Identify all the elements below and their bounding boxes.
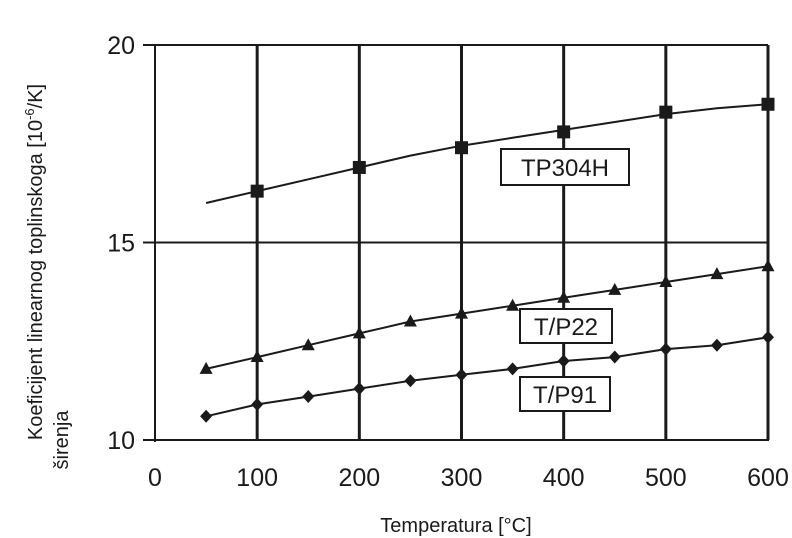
data-point-triangle [557, 290, 571, 303]
data-point-triangle [455, 306, 468, 319]
x-tick-label: 600 [747, 464, 789, 492]
series-label-text: T/P91 [533, 382, 597, 409]
data-point-diamond [710, 338, 723, 352]
y-axis-title-exponent: -6 [22, 108, 37, 120]
data-point-triangle [352, 326, 366, 339]
series-label-tp22: T/P22 [519, 308, 613, 344]
data-point-square [455, 141, 468, 155]
data-point-triangle [250, 350, 264, 363]
x-tick-label: 200 [338, 464, 380, 492]
y-tick-label: 10 [107, 427, 135, 455]
data-point-diamond [404, 374, 417, 388]
series-label-box [500, 148, 630, 186]
y-axis-title-line2: širenja [51, 410, 73, 470]
series-label-tp91: T/P91 [519, 376, 611, 412]
series-line-tp22 [205, 265, 769, 370]
data-point-diamond [200, 409, 213, 423]
data-point-diamond [302, 390, 315, 404]
series-line-tp91 [205, 336, 769, 418]
series-layer [199, 97, 775, 423]
data-point-square [659, 105, 673, 119]
tick-labels: 0 100 200 300 400 500 600 10 15 20 [107, 32, 789, 492]
y-axis-title-text: Koeficijent linearnog toplinskoga [10 [25, 120, 47, 440]
data-point-triangle [659, 275, 673, 287]
y-tick-label: 20 [107, 32, 135, 60]
y-axis-title: Koeficijent linearnog toplinskoga [10-6/… [22, 84, 47, 440]
data-point-diamond [506, 362, 519, 376]
data-point-triangle [710, 267, 724, 280]
data-point-diamond [353, 382, 366, 396]
axes [143, 44, 769, 442]
data-point-triangle [506, 298, 520, 311]
data-point-triangle [608, 282, 622, 295]
data-point-square [250, 184, 264, 198]
y-axis-title-unit: /K] [25, 84, 47, 108]
series-label-tp304h: TP304H [500, 148, 630, 186]
series-line-tp304h [205, 103, 769, 204]
data-point-diamond [455, 368, 468, 382]
y-tick-label: 15 [107, 230, 135, 258]
data-point-square [761, 97, 775, 111]
series-label-box [519, 376, 611, 412]
data-point-triangle [403, 314, 417, 327]
data-point-diamond [608, 350, 621, 364]
x-axis-title: Temperatura [°C] [380, 515, 531, 537]
data-point-triangle [761, 259, 775, 272]
data-point-diamond [251, 397, 264, 411]
data-point-square [352, 160, 366, 174]
x-tick-label: 300 [441, 464, 483, 492]
series-label-text: TP304H [521, 155, 609, 182]
series-tp22 [199, 259, 775, 374]
data-point-diamond [557, 354, 570, 368]
data-point-diamond [762, 330, 774, 344]
data-point-triangle [301, 338, 315, 351]
x-tick-label: 400 [543, 464, 585, 492]
data-point-square [557, 125, 571, 139]
x-tick-label: 100 [236, 464, 278, 492]
x-tick-label: 0 [148, 464, 162, 492]
x-tick-label: 500 [645, 464, 687, 492]
series-tp91 [200, 330, 774, 423]
data-point-diamond [659, 342, 672, 356]
series-tp304h [205, 97, 775, 204]
series-label-box [519, 308, 613, 344]
data-point-triangle [199, 361, 213, 374]
series-label-text: T/P22 [534, 314, 598, 341]
